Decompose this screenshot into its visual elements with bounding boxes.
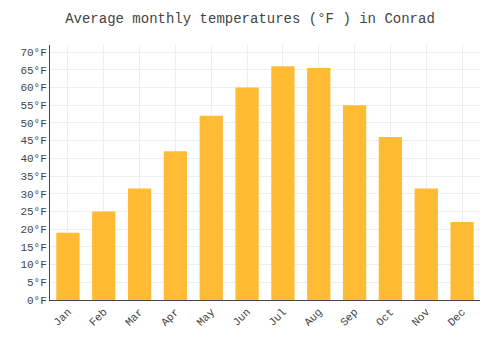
svg-text:10°F: 10°F (20, 259, 46, 271)
svg-text:15°F: 15°F (20, 242, 46, 254)
svg-text:25°F: 25°F (20, 206, 46, 218)
svg-text:45°F: 45°F (20, 135, 46, 147)
svg-text:Nov: Nov (410, 306, 433, 329)
svg-text:Feb: Feb (87, 306, 109, 328)
svg-text:30°F: 30°F (20, 189, 46, 201)
svg-text:70°F: 70°F (20, 47, 46, 59)
svg-text:Jun: Jun (231, 306, 253, 328)
svg-text:65°F: 65°F (20, 65, 46, 77)
svg-text:Apr: Apr (159, 306, 181, 328)
svg-text:Dec: Dec (446, 306, 468, 328)
svg-text:20°F: 20°F (20, 224, 46, 236)
svg-text:Jul: Jul (266, 306, 288, 328)
svg-text:Average monthly temperatures (: Average monthly temperatures (°F ) in Co… (65, 11, 435, 27)
svg-text:0°F: 0°F (27, 295, 47, 307)
svg-text:May: May (195, 306, 218, 329)
svg-text:40°F: 40°F (20, 153, 46, 165)
svg-text:50°F: 50°F (20, 118, 46, 130)
svg-text:Jan: Jan (51, 306, 73, 328)
svg-text:Aug: Aug (302, 306, 324, 328)
svg-text:Mar: Mar (123, 306, 145, 328)
svg-text:35°F: 35°F (20, 171, 46, 183)
svg-text:5°F: 5°F (27, 277, 47, 289)
svg-text:60°F: 60°F (20, 82, 46, 94)
svg-text:Sep: Sep (338, 306, 360, 328)
svg-text:Oct: Oct (374, 306, 396, 328)
svg-text:55°F: 55°F (20, 100, 46, 112)
